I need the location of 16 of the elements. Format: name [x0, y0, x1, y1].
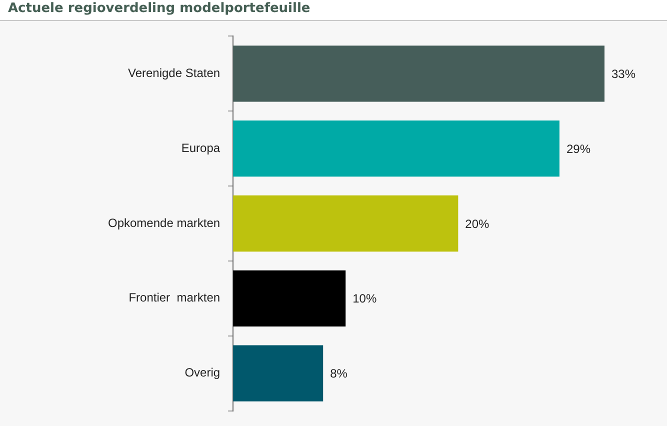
y-tick-label: Overig	[184, 366, 220, 380]
bar	[233, 345, 324, 402]
bar	[233, 46, 604, 102]
data-label: 8%	[330, 366, 348, 381]
y-tick-label: Verenigde Staten	[128, 66, 220, 80]
y-tick-label: Opkomende markten	[108, 216, 220, 230]
data-label: 10%	[352, 292, 377, 306]
bar	[233, 270, 346, 327]
data-label: 33%	[611, 66, 636, 81]
bar	[233, 120, 560, 177]
data-label: 29%	[566, 142, 591, 156]
chart-title: Actuele regioverdeling modelportefeuille	[0, 0, 667, 21]
bar	[233, 195, 458, 252]
y-tick-label: Europa	[181, 140, 220, 155]
y-tick-label: Frontier markten	[128, 290, 220, 305]
data-label: 20%	[465, 216, 490, 231]
